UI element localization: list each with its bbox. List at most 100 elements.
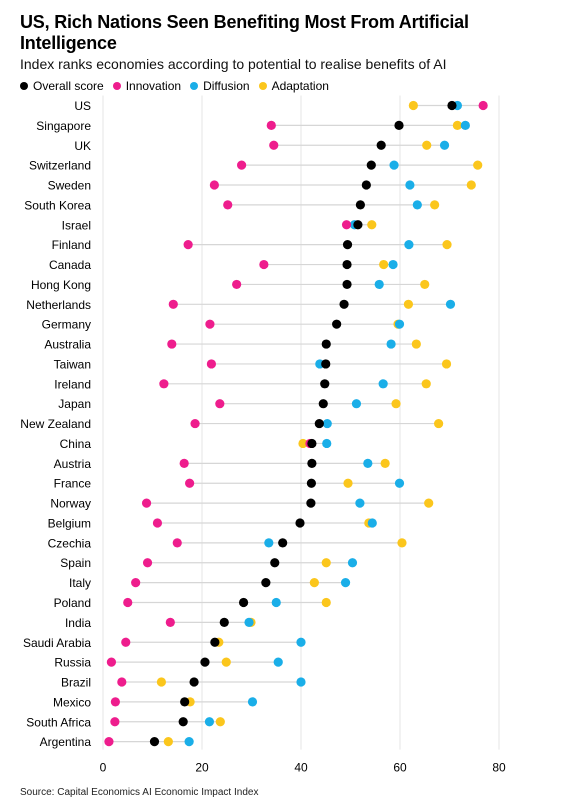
dot-innovation [183,240,193,250]
dot-innovation [123,597,133,608]
source-note: Source: Capital Economics AI Economic Im… [20,787,259,798]
legend-label-innovation: Innovation [125,79,182,93]
dot-overall [353,220,363,230]
dot-innovation [478,100,488,111]
category-label: Sweden [48,179,91,193]
dot-innovation [168,299,178,309]
dot-overall [447,100,457,111]
dot-innovation [269,140,279,150]
category-label: China [60,437,92,451]
category-label: South Korea [24,198,91,212]
dot-innovation [142,558,153,568]
dot-overall [321,339,331,349]
dot-adaptation [430,200,440,210]
dot-overall [342,279,352,290]
legend-item-adaptation: Adaptation [258,79,329,93]
legend-label-diffusion: Diffusion [203,79,250,93]
category-label: Canada [49,258,91,272]
dot-diffusion [367,518,377,528]
dot-adaptation [321,558,331,568]
dot-innovation [110,717,120,727]
category-label: India [65,616,91,630]
category-label: New Zealand [20,417,91,431]
dot-diffusion [378,379,388,389]
dot-innovation [110,697,120,707]
dot-overall [210,637,220,647]
dot-adaptation [421,379,431,389]
category-label: Saudi Arabia [23,636,91,650]
legend-item-diffusion: Diffusion [190,79,250,93]
dot-innovation [237,160,247,170]
dot-adaptation [298,438,308,449]
category-label: Finland [52,238,91,252]
dot-adaptation [367,220,377,230]
dot-diffusion [273,657,283,667]
category-label: Czechia [48,536,92,550]
dot-adaptation [408,100,418,111]
dot-innovation [167,339,177,349]
dot-overall [355,200,365,210]
dot-innovation [190,418,200,429]
chart-title: US, Rich Nations Seen Benefiting Most Fr… [20,12,469,53]
category-label: Australia [44,338,91,352]
dot-diffusion [405,180,415,190]
dot-adaptation [163,737,173,747]
dot-diffusion [264,538,274,548]
dot-diffusion [244,617,254,627]
dot-innovation [205,319,215,329]
x-tick-label: 80 [492,761,506,775]
dot-diffusion [355,498,365,508]
dot-overall [295,518,305,528]
dot-overall [320,379,330,389]
category-label: Brazil [61,676,91,690]
dot-overall [189,677,199,687]
dot-overall [314,418,324,429]
dot-overall [178,717,188,727]
dot-overall [149,737,160,747]
dot-adaptation [442,240,452,250]
category-label: Germany [42,318,91,332]
category-label: Israel [62,218,91,232]
dot-overall [278,538,288,548]
legend-label-overall: Overall score [33,79,104,93]
dot-overall [180,697,190,707]
dot-diffusion [394,478,405,488]
category-label: US [74,99,91,113]
dot-innovation [159,379,169,389]
legend-swatch-innovation [112,82,121,90]
dot-diffusion [439,140,450,150]
dot-adaptation [403,299,414,309]
dot-overall [261,578,271,588]
dot-adaptation [343,478,353,488]
legend-swatch-diffusion [190,82,199,90]
dot-innovation [341,220,352,230]
category-label: Taiwan [54,357,91,371]
dot-overall [339,299,349,309]
dot-diffusion [394,319,405,329]
chart-subtitle: Index ranks economies according to poten… [20,56,447,72]
dot-innovation [121,637,131,647]
dot-diffusion [386,339,396,349]
dot-innovation [215,399,225,409]
dot-overall [366,160,376,170]
x-tick-label: 0 [100,761,107,775]
category-label: Mexico [53,695,91,709]
category-label: South Africa [26,715,91,729]
dot-diffusion [351,399,362,409]
category-label: UK [74,139,91,153]
dot-adaptation [379,259,389,270]
dot-diffusion [412,200,422,210]
dot-diffusion [296,677,306,687]
dot-adaptation [411,339,421,349]
dot-diffusion [347,558,358,568]
category-label: Norway [50,497,91,511]
dot-adaptation [466,180,476,190]
dot-overall [376,140,386,150]
dot-diffusion [322,438,332,449]
dot-diffusion [322,418,332,429]
x-tick-label: 20 [195,761,209,775]
dot-diffusion [388,259,398,270]
category-label: France [54,477,92,491]
dot-diffusion [445,299,456,309]
dot-innovation [206,359,217,369]
